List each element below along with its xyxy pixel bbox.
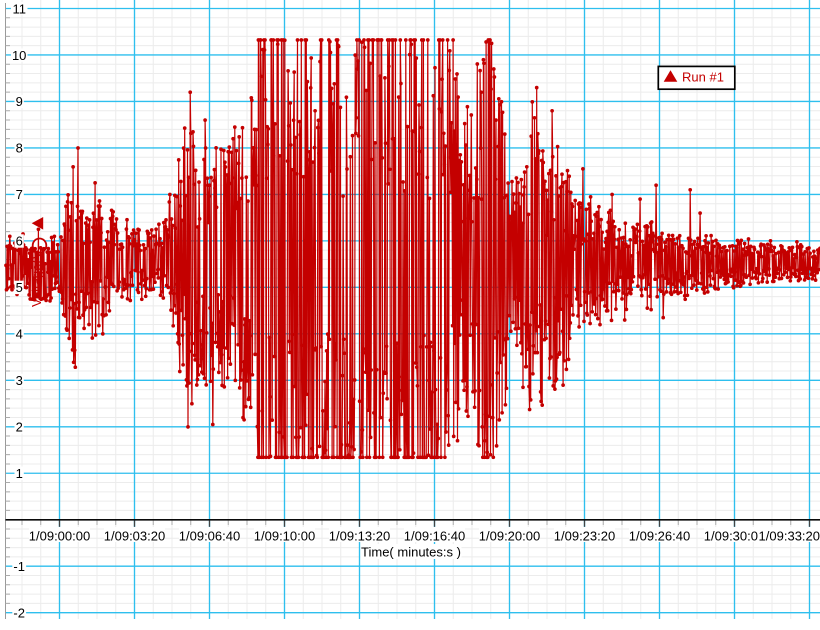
svg-text:5: 5	[16, 280, 23, 295]
svg-text:Run #1: Run #1	[682, 70, 724, 85]
svg-text:3: 3	[16, 373, 23, 388]
svg-text:1/09:33:20: 1/09:33:20	[759, 529, 820, 544]
svg-text:9: 9	[16, 94, 23, 109]
svg-text:1/09:10:00: 1/09:10:00	[254, 529, 315, 544]
svg-text:1: 1	[16, 466, 23, 481]
svg-text:1/09:26:40: 1/09:26:40	[629, 529, 690, 544]
svg-text:11: 11	[12, 1, 26, 16]
svg-text:Time( minutes:s ): Time( minutes:s )	[361, 545, 461, 560]
svg-text:1/09:00:00: 1/09:00:00	[29, 529, 90, 544]
svg-text:1/09:20:00: 1/09:20:00	[479, 529, 540, 544]
svg-text:2: 2	[16, 420, 23, 435]
svg-text:-2: -2	[13, 605, 25, 620]
svg-text:1/09:30:00: 1/09:30:00	[704, 529, 765, 544]
svg-text:1/09:13:20: 1/09:13:20	[329, 529, 390, 544]
svg-text:8: 8	[16, 141, 23, 156]
svg-text:1/09:23:20: 1/09:23:20	[554, 529, 615, 544]
svg-text:1/09:16:40: 1/09:16:40	[404, 529, 465, 544]
svg-text:1/09:03:20: 1/09:03:20	[104, 529, 165, 544]
svg-text:6: 6	[16, 234, 23, 249]
svg-text:-1: -1	[13, 559, 25, 574]
svg-text:10: 10	[12, 48, 26, 63]
svg-text:1/09:06:40: 1/09:06:40	[179, 529, 240, 544]
svg-text:7: 7	[16, 187, 23, 202]
svg-text:4: 4	[16, 327, 23, 342]
